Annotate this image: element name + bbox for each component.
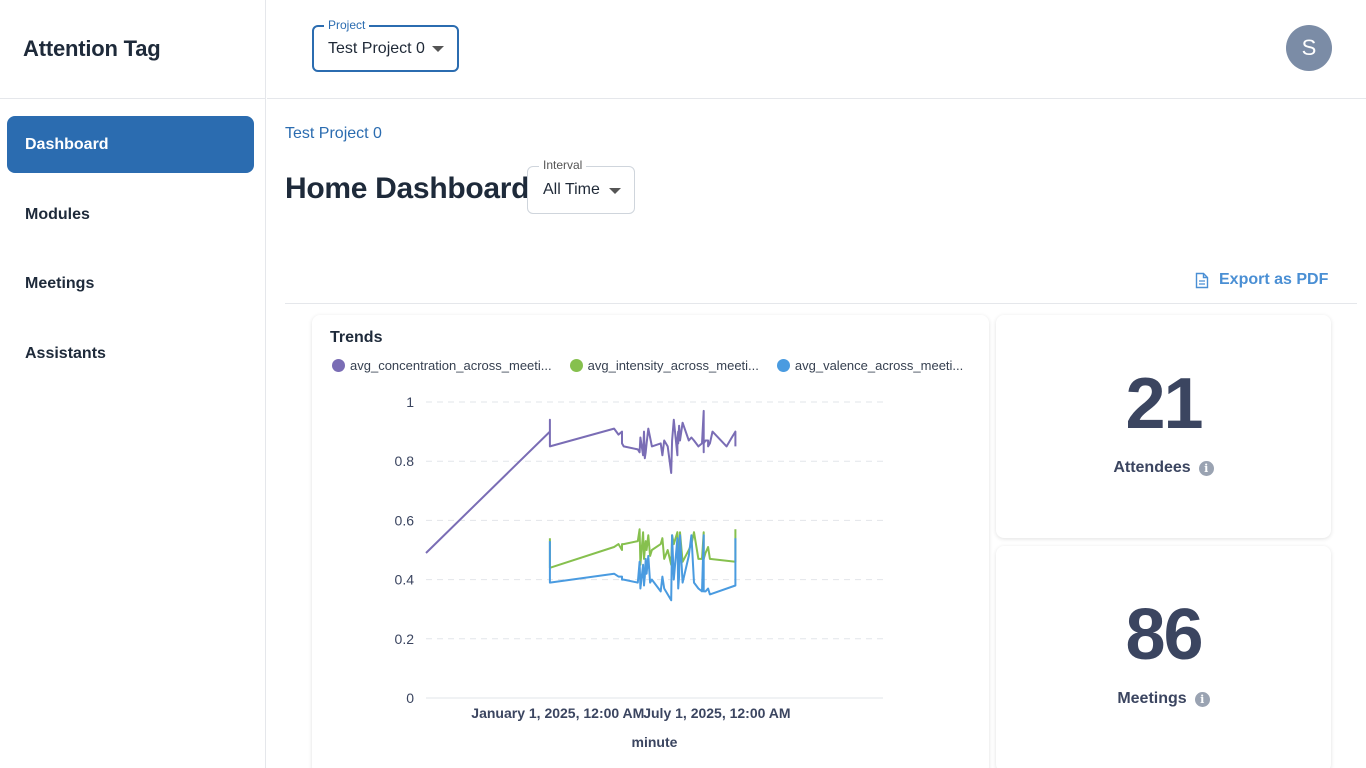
legend-dot: [776, 359, 790, 372]
sidebar-item-modules[interactable]: Modules: [7, 186, 254, 243]
project-select-label: Project: [324, 18, 370, 32]
y-tick-label: 1: [406, 394, 414, 410]
sidebar-item-dashboard[interactable]: Dashboard: [7, 116, 254, 173]
attendees-card: 21 Attendees i: [996, 315, 1331, 538]
attendees-count: 21: [1125, 364, 1203, 444]
avatar-initial: S: [1301, 35, 1317, 60]
attendees-label: Attendees: [1113, 459, 1191, 476]
chart-title: Trends: [330, 329, 383, 346]
legend-item-valence[interactable]: avg_valence_across_meeti...: [776, 358, 964, 373]
legend-label: avg_intensity_across_meeti...: [587, 358, 759, 373]
interval-select-label: Interval: [539, 158, 587, 172]
breadcrumb-project-link[interactable]: Test Project 0: [285, 125, 382, 142]
document-icon: [1195, 272, 1209, 288]
export-pdf-button[interactable]: Export as PDF: [1195, 268, 1328, 292]
y-tick-label: 0.4: [395, 572, 415, 588]
export-pdf-label: Export as PDF: [1219, 271, 1329, 288]
legend-dot: [332, 359, 345, 372]
sidebar-item-meetings[interactable]: Meetings: [7, 255, 254, 312]
y-tick-label: 0: [406, 690, 414, 706]
main-content: Test Project 0 Home Dashboard Interval A…: [267, 100, 1366, 768]
legend-label: avg_concentration_across_meeti...: [350, 358, 552, 373]
info-icon[interactable]: i: [1198, 460, 1214, 476]
user-avatar[interactable]: S: [1286, 25, 1332, 71]
project-select[interactable]: Project Test Project 0: [312, 18, 459, 72]
trends-chart: 0 0.2 0.4 0.6 0.8 1 January 1, 2025, 12:00 AMJ…: [395, 394, 883, 750]
chart-legend: avg_concentration_across_meeti... avg_in…: [332, 358, 963, 373]
x-tick-label: July 1, 2025, 12:00 AM: [643, 705, 790, 721]
sidebar-item-assistants[interactable]: Assistants: [7, 325, 254, 382]
series-line-3: [548, 534, 737, 602]
interval-select[interactable]: Interval All Time: [527, 158, 635, 214]
section-divider: [285, 303, 1357, 304]
caret-down-icon: [609, 188, 621, 194]
project-select-value: Test Project 0: [328, 39, 425, 57]
sidebar-item-label: Dashboard: [25, 135, 109, 153]
legend-item-concentration[interactable]: avg_concentration_across_meeti...: [332, 358, 552, 373]
sidebar: Dashboard Modules Meetings Assistants: [0, 99, 266, 768]
page-title: Home Dashboard: [285, 172, 530, 205]
y-tick-label: 0.8: [395, 453, 415, 469]
meetings-label-row: Meetings i: [996, 690, 1331, 708]
x-axis-title: minute: [632, 734, 678, 750]
legend-label: avg_valence_across_meeti...: [794, 358, 964, 373]
series-line-1: [425, 409, 737, 554]
x-tick-label: January 1, 2025, 12:00 AM: [471, 705, 644, 721]
legend-dot: [569, 359, 583, 372]
meetings-card: 86 Meetings i: [996, 546, 1331, 768]
brand-header: Attention Tag: [0, 0, 266, 99]
app-title: Attention Tag: [23, 36, 161, 61]
sidebar-item-label: Assistants: [25, 344, 106, 362]
legend-item-intensity[interactable]: avg_intensity_across_meeti...: [569, 358, 759, 373]
y-tick-label: 0.2: [395, 631, 415, 647]
attendees-label-row: Attendees i: [996, 459, 1331, 477]
meetings-count: 86: [1125, 595, 1203, 675]
sidebar-item-label: Meetings: [25, 274, 95, 292]
interval-select-value: All Time: [543, 181, 600, 198]
meetings-label: Meetings: [1117, 690, 1187, 707]
trends-chart-card: Trends avg_concentration_across_meeti...…: [312, 315, 989, 768]
top-header: Project Test Project 0 S: [267, 0, 1366, 99]
sidebar-item-label: Modules: [25, 205, 90, 223]
y-tick-label: 0.6: [395, 512, 415, 528]
caret-down-icon: [432, 46, 444, 52]
series-line-2: [548, 528, 737, 569]
info-icon[interactable]: i: [1194, 691, 1210, 707]
